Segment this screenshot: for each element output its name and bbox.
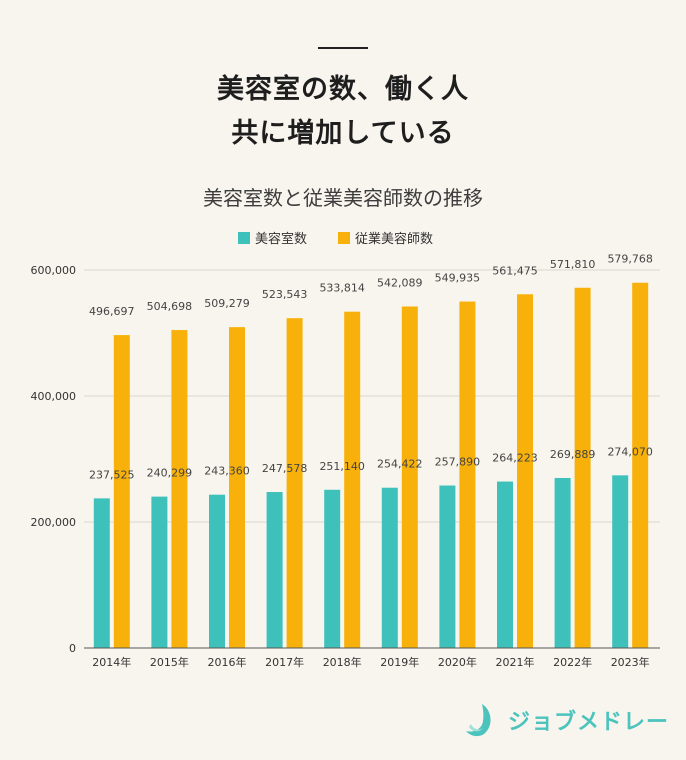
bar-salons-8 (554, 477, 571, 648)
x-tick-label-2: 2016年 (208, 655, 247, 669)
bar-salons-7 (497, 481, 513, 648)
chart-bars (93, 282, 649, 648)
brand-logo: ジョブメドレー (462, 700, 669, 740)
headline: 美容室の数、働く人 共に増加している (0, 68, 686, 156)
y-tick-label: 600,000 (31, 264, 77, 277)
bar-salons-5 (381, 487, 398, 648)
bar-stylists-6 (459, 301, 476, 648)
legend-label-0: 美容室数 (255, 231, 307, 247)
bar-stylists-4 (344, 311, 361, 648)
data-label-stylists-9: 579,768 (607, 253, 653, 266)
brand-name: ジョブメドレー (508, 710, 670, 735)
headline-line-2: 共に増加している (231, 118, 455, 149)
data-label-stylists-1: 504,698 (147, 300, 193, 313)
bar-salons-1 (151, 496, 168, 648)
x-tick-label-0: 2014年 (92, 655, 131, 669)
chart-axes: 0 200,000 400,000 600,000 2014年 2015年 2016年 201… (31, 264, 660, 669)
bar-salons-9 (612, 475, 629, 648)
bar-salons-4 (324, 489, 341, 648)
data-label-stylists-8: 571,810 (550, 258, 596, 271)
bar-stylists-0 (113, 335, 130, 648)
legend-swatch-1 (338, 232, 350, 244)
data-label-stylists-4: 533,814 (319, 282, 365, 295)
jobmedley-logo-icon (466, 704, 491, 737)
bar-stylists-3 (286, 318, 303, 648)
bar-stylists-1 (171, 330, 188, 648)
bar-stylists-7 (517, 294, 533, 648)
y-tick-label: 400,000 (31, 390, 77, 403)
bar-stylists-9 (632, 282, 649, 648)
bar-salons-6 (439, 485, 456, 648)
chart-data-labels: 237,525 496,697 240,299 504,698 243,360 509,2… (89, 253, 653, 482)
chart-legend: 美容室数 従業美容師数 (238, 231, 433, 247)
x-tick-label-5: 2019年 (380, 655, 419, 669)
legend-swatch-0 (238, 232, 250, 244)
bar-salons-0 (93, 498, 110, 648)
data-label-stylists-0: 496,697 (89, 305, 135, 318)
decorative-rule (318, 47, 368, 49)
data-label-salons-4: 251,140 (319, 460, 365, 473)
bar-stylists-2 (229, 327, 245, 648)
data-label-salons-1: 240,299 (147, 467, 193, 480)
headline-line-1: 美容室の数、働く人 (217, 74, 469, 105)
data-label-salons-7: 264,223 (492, 452, 538, 465)
x-tick-label-1: 2015年 (150, 655, 189, 669)
bar-salons-2 (209, 494, 225, 648)
chart-title: 美容室数と従業美容師数の推移 (203, 186, 483, 210)
bar-chart: 美容室数と従業美容師数の推移 美容室数 従業美容師数 237,525 496,697… (31, 186, 660, 669)
x-tick-label-9: 2023年 (611, 655, 650, 669)
bar-stylists-8 (574, 287, 591, 648)
data-label-stylists-6: 549,935 (435, 272, 481, 285)
data-label-salons-0: 237,525 (89, 468, 135, 481)
data-label-salons-6: 257,890 (435, 456, 481, 469)
x-tick-label-3: 2017年 (265, 655, 304, 669)
data-label-salons-8: 269,889 (550, 448, 596, 461)
x-tick-label-6: 2020年 (438, 655, 477, 669)
y-tick-label: 200,000 (31, 516, 77, 529)
data-label-salons-9: 274,070 (607, 445, 653, 458)
bar-stylists-5 (401, 306, 418, 648)
data-label-salons-3: 247,578 (262, 462, 308, 475)
data-label-salons-2: 243,360 (204, 465, 250, 478)
data-label-stylists-3: 523,543 (262, 288, 308, 301)
data-label-stylists-7: 561,475 (492, 264, 538, 277)
data-label-salons-5: 254,422 (377, 458, 423, 471)
x-tick-label-4: 2018年 (323, 655, 362, 669)
bar-salons-3 (266, 492, 283, 648)
x-tick-label-8: 2022年 (553, 655, 592, 669)
x-tick-label-7: 2021年 (496, 655, 535, 669)
data-label-stylists-5: 542,089 (377, 276, 423, 289)
y-tick-label: 0 (69, 642, 76, 655)
data-label-stylists-2: 509,279 (204, 297, 250, 310)
legend-label-1: 従業美容師数 (355, 231, 433, 247)
